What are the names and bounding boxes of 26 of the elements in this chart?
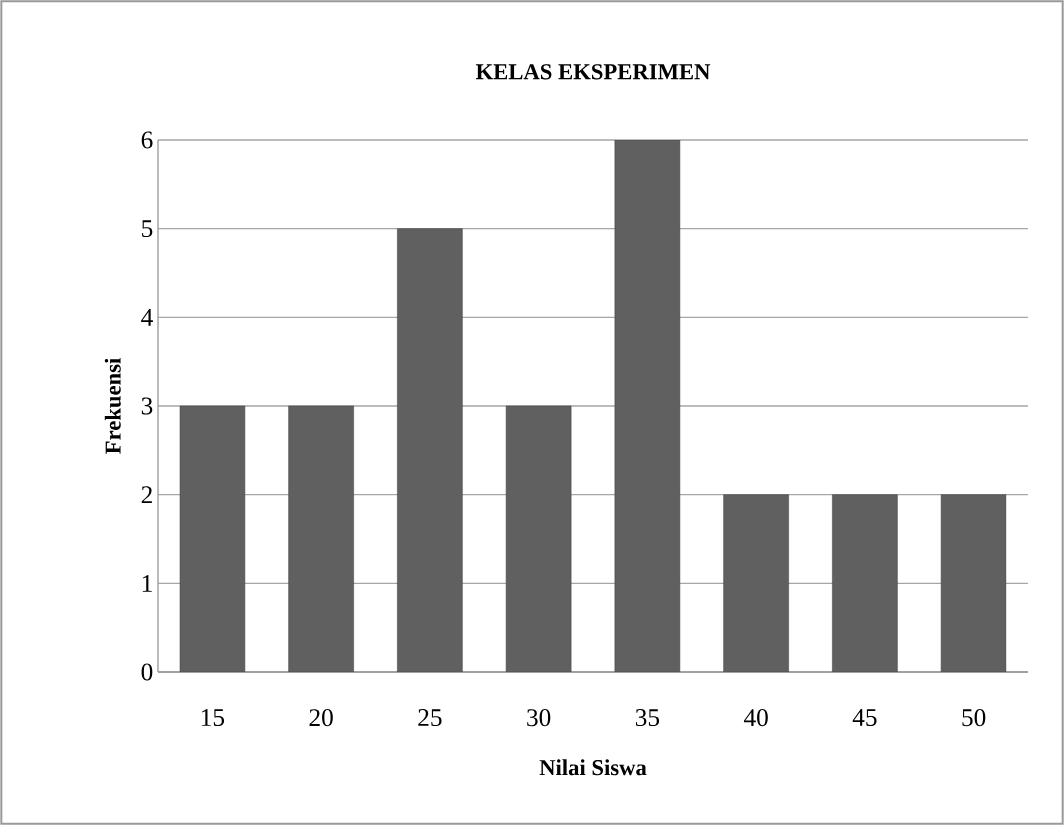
x-tick-label: 50 bbox=[962, 709, 986, 727]
x-tick-label: 35 bbox=[635, 709, 660, 727]
x-tick-label: 45 bbox=[852, 709, 877, 726]
bar bbox=[614, 140, 681, 672]
bar bbox=[940, 494, 1007, 672]
y-tick-label: 2 bbox=[141, 486, 152, 504]
chart-title: KELAS EKSPERIMEN bbox=[475, 64, 711, 80]
y-tick-label: 5 bbox=[142, 220, 153, 238]
bar bbox=[832, 494, 898, 672]
bar bbox=[505, 405, 572, 672]
bar bbox=[723, 494, 789, 672]
x-axis-title: Nilai Siswa bbox=[539, 759, 647, 776]
bar bbox=[179, 405, 246, 672]
y-tick-label: 6 bbox=[141, 131, 153, 149]
y-tick-label: 4 bbox=[141, 309, 153, 326]
y-axis-title: Frekuensi bbox=[104, 358, 121, 454]
y-tick-label: 3 bbox=[141, 397, 153, 415]
x-tick-label: 15 bbox=[201, 709, 225, 727]
y-tick-label: 0 bbox=[141, 663, 153, 681]
bar bbox=[397, 228, 463, 672]
x-tick-label: 30 bbox=[527, 709, 551, 727]
y-tick-label: 1 bbox=[142, 574, 152, 592]
x-tick-label: 40 bbox=[743, 709, 768, 727]
x-tick-label: 20 bbox=[309, 709, 333, 727]
bar bbox=[288, 405, 354, 672]
x-tick-label: 25 bbox=[418, 709, 442, 727]
